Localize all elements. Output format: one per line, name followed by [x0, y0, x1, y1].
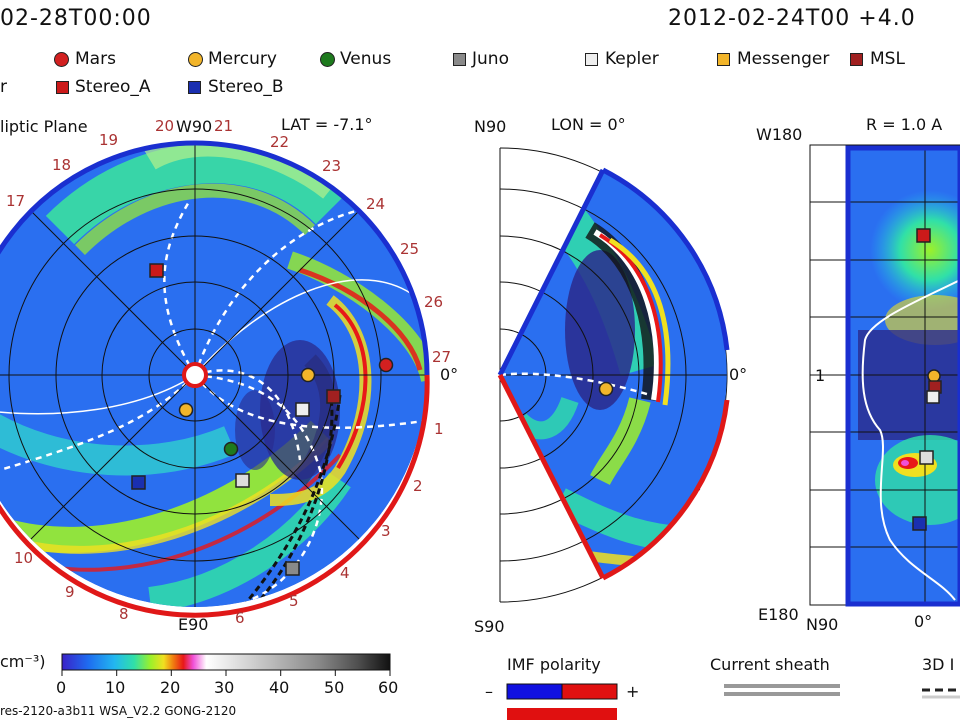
imf-minus-label: – — [485, 682, 493, 701]
colorbar-unit: cm⁻³) — [0, 652, 46, 671]
map-n90-label: N90 — [806, 615, 839, 634]
colorbar-tick: 20 — [160, 678, 181, 697]
current-sheath-title: Current sheath — [710, 655, 830, 674]
legend-mars: Mars — [75, 49, 116, 69]
3d-swatch — [922, 688, 960, 699]
density-colorbar — [61, 653, 391, 676]
n90-label: N90 — [474, 117, 507, 136]
colorbar-tick: 50 — [324, 678, 345, 697]
sector-number: 3 — [381, 522, 391, 540]
earth-map-icon — [927, 369, 941, 383]
sector-number: 9 — [65, 583, 75, 601]
w180-label: W180 — [756, 125, 803, 144]
stereo-b-marker-icon — [131, 475, 146, 490]
right-timestamp: 2012-02-24T00 +4.0 — [668, 6, 916, 31]
colorbar-tick: 30 — [214, 678, 235, 697]
colorbar-tick: 60 — [378, 678, 399, 697]
sector-number: 22 — [270, 133, 290, 151]
sun-icon — [182, 362, 208, 388]
sector-number: 4 — [340, 564, 350, 582]
left-timestamp: 02-28T00:00 — [0, 6, 152, 31]
colorbar-tick: 0 — [56, 678, 67, 697]
ecliptic-plane-panel — [0, 140, 430, 618]
messenger-marker-icon — [717, 53, 730, 66]
msl-marker-icon — [326, 389, 341, 404]
sector-number: 24 — [366, 195, 386, 213]
imf-polarity-title: IMF polarity — [507, 655, 601, 674]
mercury-marker-icon — [188, 52, 203, 67]
msl-marker-icon — [850, 53, 863, 66]
sector-number: 5 — [289, 592, 299, 610]
kepler-marker-icon — [585, 53, 598, 66]
longitude-label: LON = 0° — [551, 115, 626, 134]
e180-label: E180 — [758, 605, 799, 624]
e90-label: E90 — [178, 615, 209, 634]
ecliptic-plane-title: liptic Plane — [0, 117, 88, 136]
legend-messenger: Messenger — [737, 49, 830, 69]
stereo-a-marker-icon — [56, 81, 69, 94]
sector-number: 1 — [434, 420, 444, 438]
sector-number: 21 — [214, 117, 234, 135]
legend-stereo-b: Stereo_B — [208, 77, 284, 97]
sector-number: 25 — [400, 240, 420, 258]
latitude-label: LAT = -7.1° — [281, 115, 373, 134]
colorbar-tick: 10 — [105, 678, 126, 697]
juno-marker-icon — [285, 561, 300, 576]
juno-marker-icon — [453, 53, 466, 66]
sector-number: 18 — [52, 156, 72, 174]
legend-kepler: Kepler — [605, 49, 659, 69]
stereo-a-marker-icon — [149, 263, 164, 278]
mercury-marker-mid-icon — [598, 381, 614, 397]
stereo-b-marker-icon — [188, 81, 201, 94]
stereo-a-map-icon — [916, 228, 931, 243]
mercury-marker-icon — [300, 367, 316, 383]
earth-marker-icon — [178, 402, 194, 418]
legend-venus: Venus — [340, 49, 392, 69]
radius-label: R = 1.0 A — [866, 115, 943, 134]
venus-marker-icon — [320, 52, 335, 67]
s90-label: S90 — [474, 617, 505, 636]
imf-polarity-bar — [506, 683, 618, 720]
kepler-marker-2-icon — [235, 473, 250, 488]
meridional-plane-panel — [497, 147, 730, 603]
sector-number: 23 — [322, 157, 342, 175]
footer-credit: res-2120-a3b11 WSA_V2.2 GONG-2120 — [0, 704, 237, 718]
mid-zero-deg-label: 0° — [729, 365, 748, 384]
legend-stereo-a: Stereo_A — [75, 77, 151, 97]
sector-number: 26 — [424, 293, 444, 311]
kepler-marker-icon — [295, 402, 310, 417]
sector-number: 17 — [6, 192, 26, 210]
map-zero-label: 0° — [914, 612, 933, 631]
kepler-map-icon — [926, 390, 940, 404]
zero-deg-label: 0° — [440, 365, 459, 384]
sector-number: 8 — [119, 605, 129, 623]
legend-cut-label: r — [0, 77, 7, 97]
3d-title: 3D I — [922, 655, 955, 674]
map-mid-label: 1 — [815, 366, 826, 385]
legend-msl: MSL — [870, 49, 905, 69]
imf-plus-label: + — [626, 682, 640, 701]
latlon-map-panel — [809, 144, 960, 607]
sector-number: 10 — [14, 549, 34, 567]
mars-marker-icon — [378, 357, 394, 373]
sector-number: 2 — [413, 477, 423, 495]
sector-number: 20 — [155, 117, 175, 135]
legend-juno: Juno — [472, 49, 509, 69]
sector-number: 19 — [99, 131, 119, 149]
w90-label: W90 — [176, 117, 213, 136]
venus-marker-icon — [223, 441, 239, 457]
sector-number: 6 — [235, 609, 245, 627]
sector-number: 27 — [432, 348, 452, 366]
legend-mercury: Mercury — [208, 49, 277, 69]
stereo-b-map-icon — [912, 516, 927, 531]
mars-marker-icon — [54, 52, 69, 67]
current-sheath-swatch — [724, 684, 840, 696]
kepler-map-2-icon — [919, 450, 934, 465]
colorbar-tick: 40 — [269, 678, 290, 697]
